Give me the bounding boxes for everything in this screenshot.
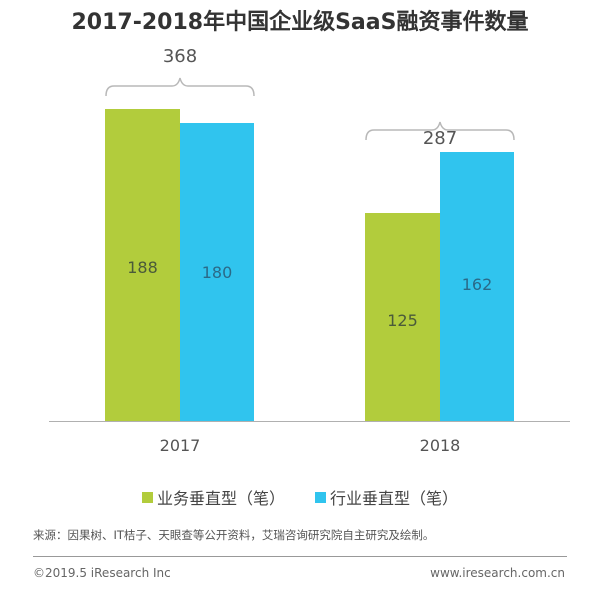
legend-label: 业务垂直型（笔） [156,489,285,508]
legend-label: 行业垂直型（笔） [330,489,459,508]
legend-item-industry-vertical: 行业垂直型（笔） [315,485,458,509]
x-axis-line [49,421,570,422]
bar-chart: 368 188 180 287 125 162 2017 2018 [49,46,570,455]
legend-item-business-vertical: 业务垂直型（笔） [141,485,285,509]
total-label-2018: 287 [422,128,458,149]
brace-icon [105,77,255,97]
chart-legend: 业务垂直型（笔） 行业垂直型（笔） [0,485,600,509]
legend-swatch-blue-icon [315,491,326,503]
x-tick-2018: 2018 [419,436,461,455]
source-note: 来源：因果树、IT桔子、天眼查等公开资料，艾瑞咨询研究院自主研究及绘制。 [33,528,435,542]
brace-icon [365,121,515,141]
bar-value-label: 180 [201,263,233,282]
total-label-2017: 368 [162,46,198,67]
bar-2018-business-vertical: 125 [365,213,440,421]
copyright-text: ©2019.5 iResearch Inc [33,566,171,580]
bar-value-label: 162 [461,275,493,294]
bar-value-label: 125 [387,311,418,330]
x-tick-2017: 2017 [159,436,201,455]
bar-2017-business-vertical: 188 [105,109,180,421]
bar-2018-industry-vertical: 162 [440,152,514,421]
footer-divider [33,556,567,557]
website-text: www.iresearch.com.cn [430,566,565,580]
legend-swatch-green-icon [141,491,153,503]
bar-2017-industry-vertical: 180 [180,123,254,421]
bar-value-label: 188 [127,258,158,277]
chart-title: 2017-2018年中国企业级SaaS融资事件数量 [71,10,529,35]
